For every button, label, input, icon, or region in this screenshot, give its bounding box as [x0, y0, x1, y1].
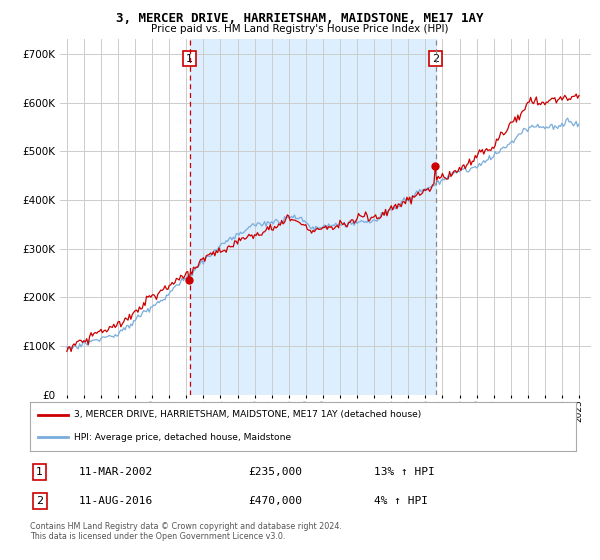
- Text: 2: 2: [432, 54, 439, 64]
- Text: 11-AUG-2016: 11-AUG-2016: [79, 496, 154, 506]
- Text: 4% ↑ HPI: 4% ↑ HPI: [374, 496, 428, 506]
- Text: 3, MERCER DRIVE, HARRIETSHAM, MAIDSTONE, ME17 1AY: 3, MERCER DRIVE, HARRIETSHAM, MAIDSTONE,…: [116, 12, 484, 25]
- Text: 11-MAR-2002: 11-MAR-2002: [79, 466, 154, 477]
- Text: Price paid vs. HM Land Registry's House Price Index (HPI): Price paid vs. HM Land Registry's House …: [151, 24, 449, 34]
- Text: 13% ↑ HPI: 13% ↑ HPI: [374, 466, 435, 477]
- Text: 1: 1: [186, 54, 193, 64]
- Text: £470,000: £470,000: [248, 496, 302, 506]
- Text: £235,000: £235,000: [248, 466, 302, 477]
- Text: Contains HM Land Registry data © Crown copyright and database right 2024.
This d: Contains HM Land Registry data © Crown c…: [30, 522, 342, 542]
- Text: 2: 2: [36, 496, 43, 506]
- Text: 3, MERCER DRIVE, HARRIETSHAM, MAIDSTONE, ME17 1AY (detached house): 3, MERCER DRIVE, HARRIETSHAM, MAIDSTONE,…: [74, 410, 421, 419]
- Bar: [190, 39, 436, 395]
- Text: 1: 1: [37, 466, 43, 477]
- Text: HPI: Average price, detached house, Maidstone: HPI: Average price, detached house, Maid…: [74, 433, 291, 442]
